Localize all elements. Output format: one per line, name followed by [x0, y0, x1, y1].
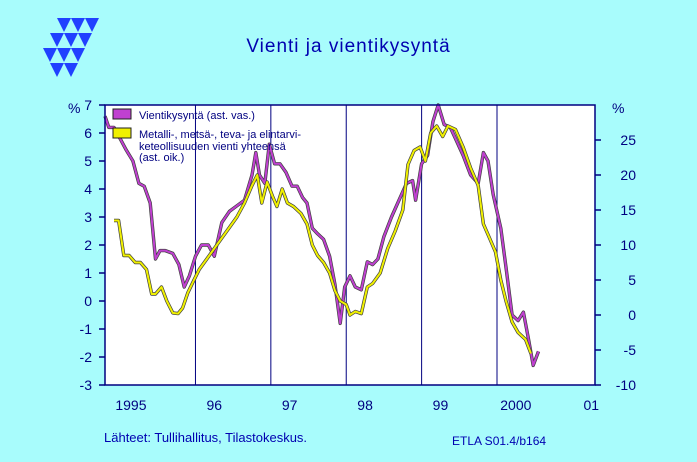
left-axis-tick-label: 6: [84, 125, 92, 141]
legend-swatch-exports: [112, 127, 132, 139]
right-axis-tick-label: 20: [620, 167, 636, 183]
right-axis-tick-label: -5: [624, 342, 637, 358]
logo-triangle: [64, 63, 78, 77]
logo-triangle: [43, 48, 57, 62]
legend-label: (ast. oik.): [139, 152, 184, 164]
chart-title: Vienti ja vientikysyntä: [246, 36, 451, 57]
right-axis-unit: %: [612, 100, 624, 116]
logo-triangle: [50, 63, 64, 77]
logo-triangle: [57, 18, 71, 32]
x-axis-tick-label: 99: [433, 397, 449, 413]
logo-triangle: [85, 18, 99, 32]
left-axis-tick-label: 1: [84, 265, 92, 281]
legend: Vientikysyntä (ast. vas.) Metalli-, metsä…: [112, 108, 301, 164]
logo-triangle: [78, 33, 92, 47]
x-axis-tick-label: 2000: [500, 397, 531, 413]
logo-triangle: [71, 48, 85, 62]
left-axis-tick-label: 5: [84, 153, 92, 169]
legend-label: keteollisuuden vienti yhteensä: [139, 141, 287, 153]
demand-series-line: [104, 104, 540, 367]
right-axis-tick-label: 5: [628, 272, 636, 288]
legend-label: Vientikysyntä (ast. vas.): [139, 110, 255, 122]
logo-triangle: [57, 48, 71, 62]
x-axis-tick-label: 01: [583, 397, 599, 413]
left-axis-tick-label: 4: [84, 181, 92, 197]
logo-triangle: [50, 33, 64, 47]
plot-area: [105, 105, 595, 385]
left-axis-tick-label: -3: [80, 377, 93, 393]
x-axis-tick-label: 1995: [115, 397, 146, 413]
source-note: Lähteet: Tullihallitus, Tilastokeskus.: [104, 430, 308, 445]
legend-swatch-demand: [112, 108, 132, 120]
logo-triangle: [71, 18, 85, 32]
left-axis-unit: %: [68, 100, 80, 116]
left-axis-tick-label: -1: [80, 321, 93, 337]
right-axis-tick-label: -10: [616, 377, 636, 393]
logo-triangle: [64, 33, 78, 47]
series-lines: [103, 103, 541, 368]
etla-logo: [43, 18, 99, 77]
x-axis-tick-label: 96: [207, 397, 223, 413]
chart-code: ETLA S01.4/b164: [452, 434, 547, 448]
x-axis-tick-label: 97: [282, 397, 298, 413]
left-axis-tick-label: 2: [84, 237, 92, 253]
left-axis-tick-label: 3: [84, 209, 92, 225]
x-axis-tick-label: 98: [357, 397, 373, 413]
right-axis-tick-label: 10: [620, 237, 636, 253]
left-axis-tick-label: -2: [80, 349, 93, 365]
left-axis-tick-label: 7: [84, 97, 92, 113]
left-axis-tick-label: 0: [84, 293, 92, 309]
year-separators: [194, 105, 498, 385]
right-axis-tick-label: 0: [628, 307, 636, 323]
right-axis-tick-label: 15: [620, 202, 636, 218]
right-axis-tick-label: 25: [620, 132, 636, 148]
legend-label: Metalli-, metsä-, teva- ja elintarvi-: [139, 129, 301, 141]
exports-series-line: [114, 125, 532, 354]
